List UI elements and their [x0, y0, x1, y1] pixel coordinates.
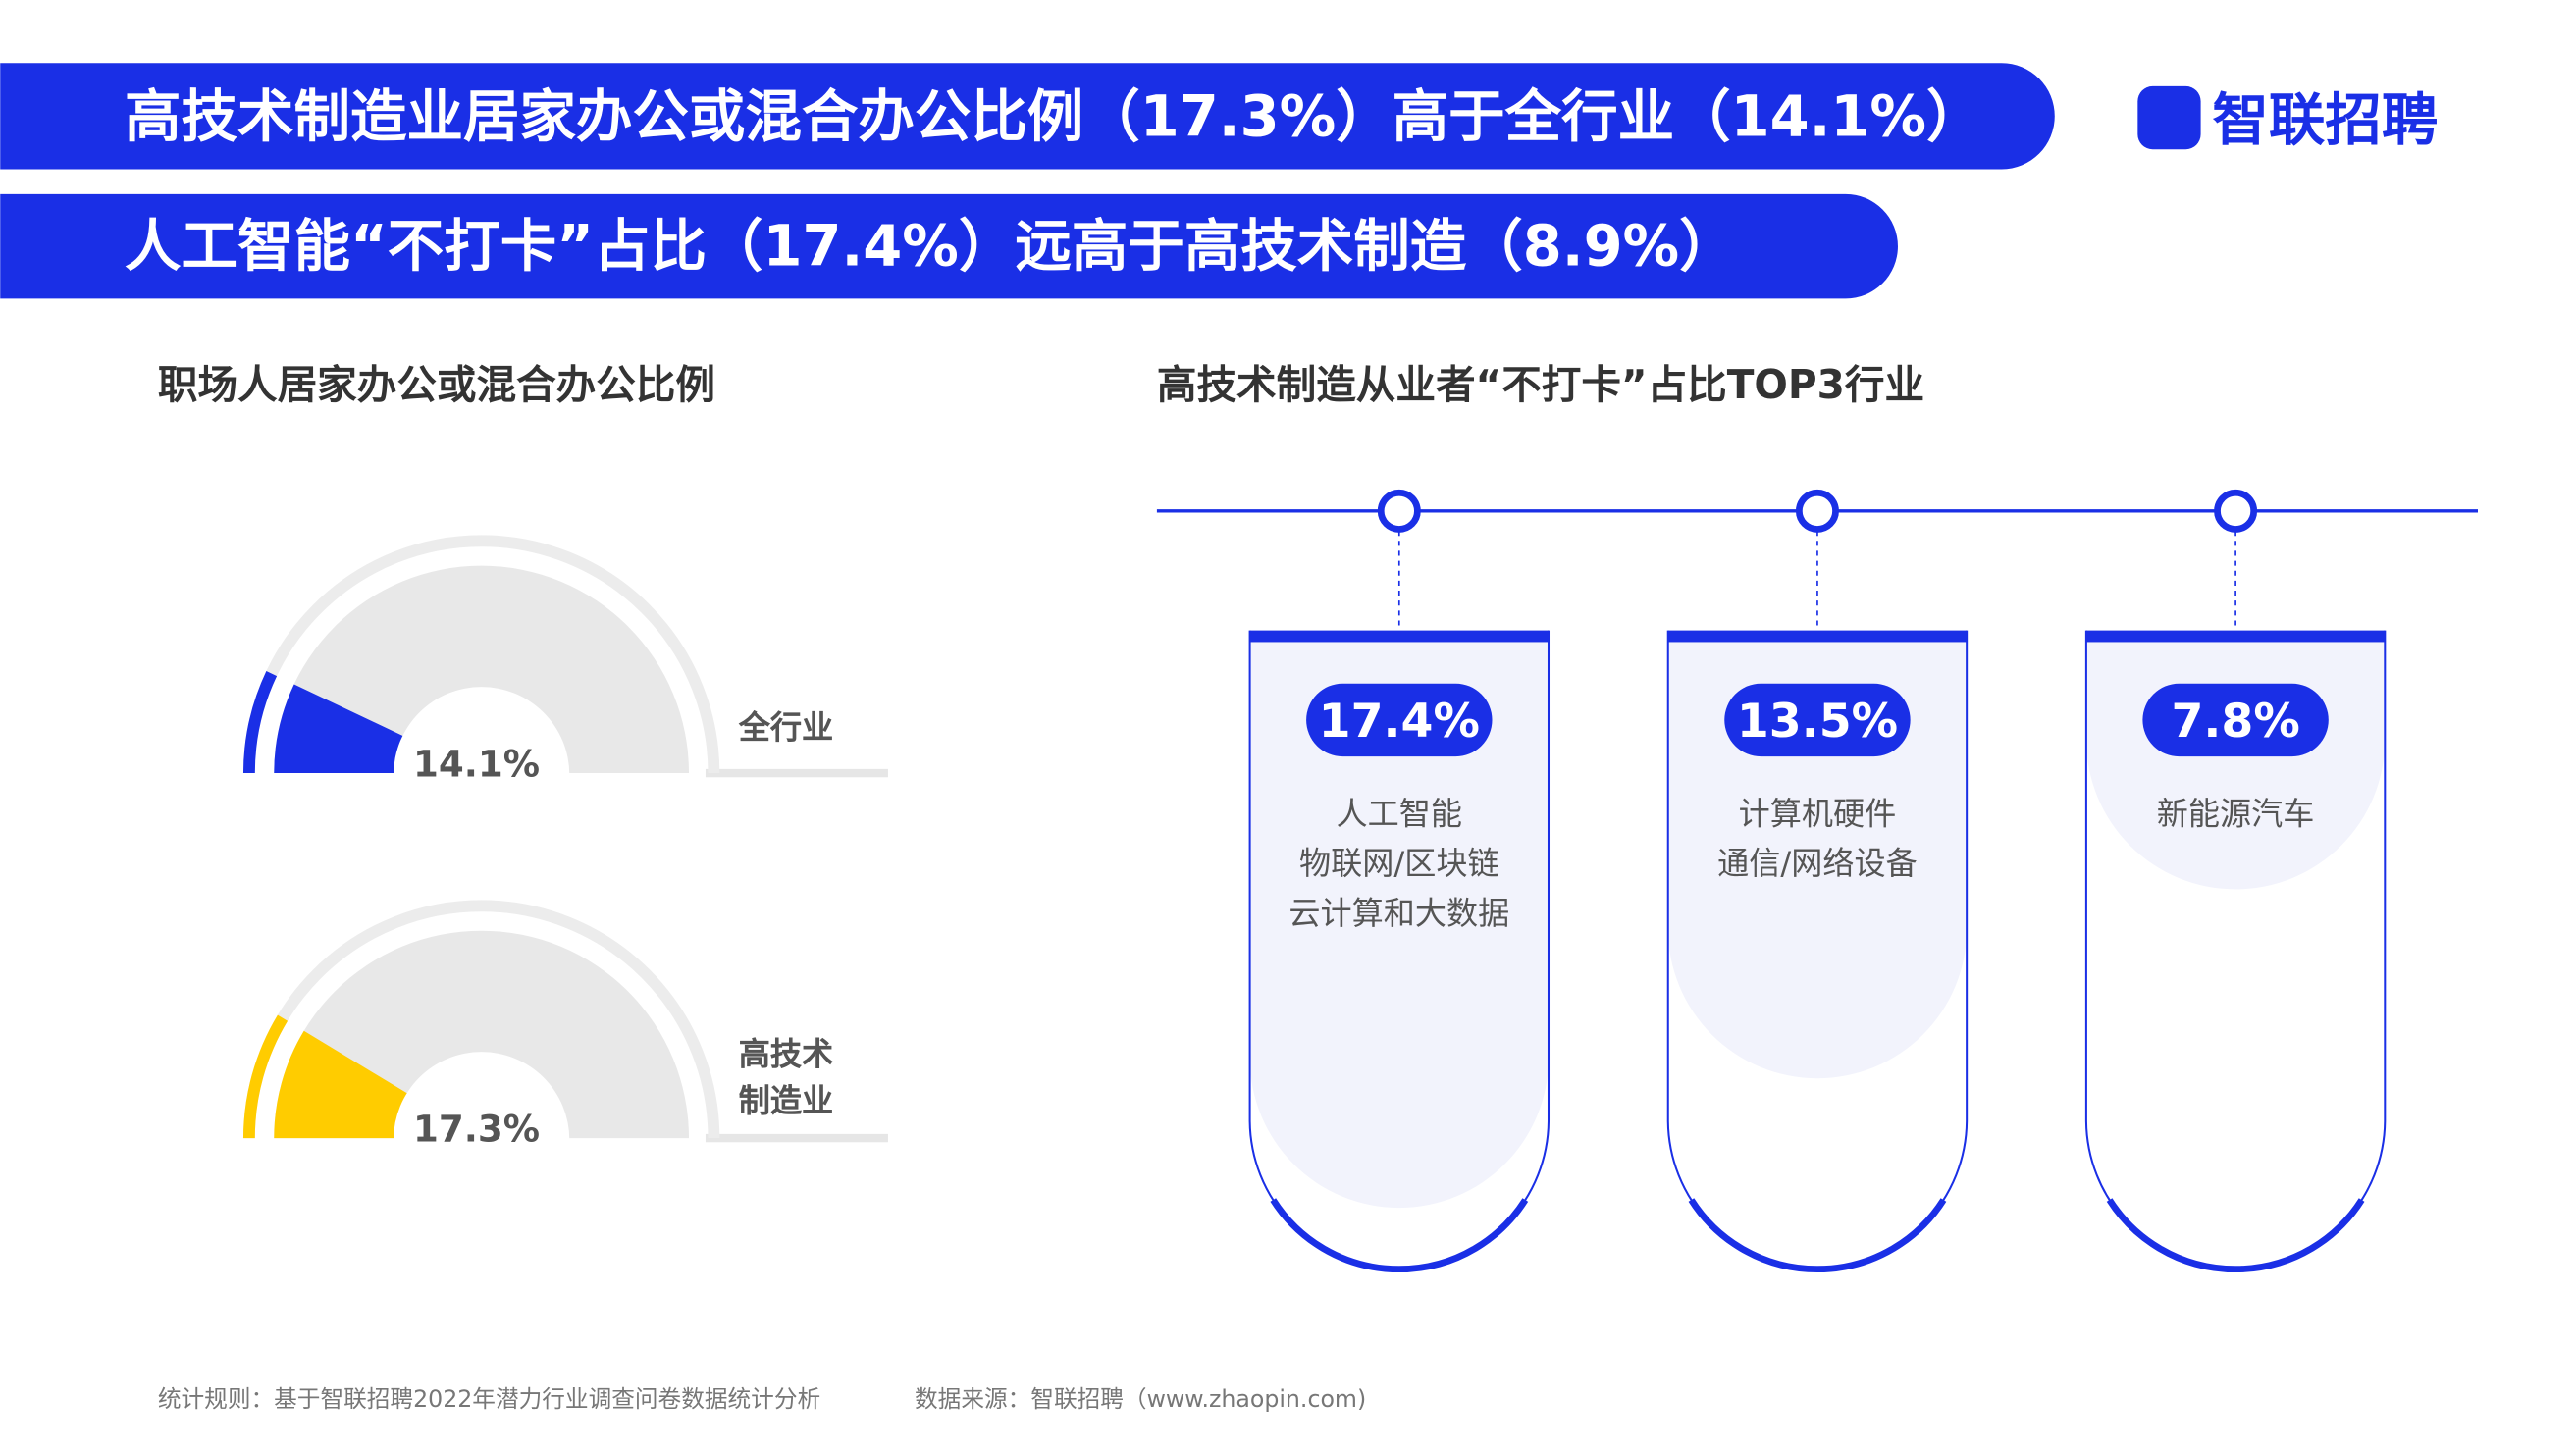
timeline-node — [1795, 489, 1839, 533]
industry-label: 通信/网络设备 — [1717, 845, 1918, 882]
industry-label: 物联网/区块链 — [1299, 845, 1499, 882]
industry-label: 计算机硬件 — [1739, 795, 1897, 832]
pill — [1306, 683, 1493, 757]
gauge-bg — [274, 565, 690, 774]
headline-bar — [0, 193, 1898, 299]
headline: 高技术制造业居家办公或混合办公比例（17.3%）高于全行业（14.1%） — [125, 84, 1982, 150]
industry-label: 新能源汽车 — [2157, 795, 2315, 832]
gauge-hole — [394, 1052, 570, 1140]
section-title: 高技术制造从业者“不打卡”占比TOP3行业 — [1157, 361, 1924, 408]
pill-label: 13.5% — [1737, 695, 1898, 749]
gauge-label: 高技术制造业 — [738, 1036, 834, 1120]
pill — [1724, 683, 1911, 757]
gauge-ring-value — [242, 1014, 289, 1139]
logo-icon — [2137, 85, 2201, 150]
gauge-value-label: 14.1% — [413, 742, 540, 785]
logo: 智联招聘 — [2212, 87, 2438, 153]
section-title: 职场人居家办公或混合办公比例 — [158, 361, 715, 408]
card-fill — [2085, 630, 2386, 890]
gauge-label-box: 高技术制造业 — [738, 1036, 834, 1120]
gauge-ring-value — [242, 671, 278, 774]
gauge-value-label: 17.3% — [413, 1107, 540, 1150]
industry-label: 云计算和大数据 — [1288, 895, 1509, 932]
card-top — [2085, 630, 2386, 643]
gauge-label: 全行业 — [738, 709, 834, 747]
pill — [2142, 683, 2329, 757]
card-arc — [1688, 1198, 1947, 1273]
pill-label: 7.8% — [2171, 695, 2299, 749]
pill-label: 17.4% — [1319, 695, 1480, 749]
timeline-node — [1377, 489, 1421, 533]
industry-label: 人工智能 — [1337, 795, 1463, 832]
card-arc — [2106, 1198, 2365, 1273]
footnote: 统计规则：基于智联招聘2022年潜力行业调查问卷数据统计分析 — [158, 1385, 820, 1413]
card-top — [1249, 630, 1549, 643]
gauge-hole — [394, 687, 570, 775]
gauge-ring — [242, 535, 720, 774]
timeline-node — [2214, 489, 2258, 533]
card-fill — [1249, 630, 1549, 1209]
card-top — [1667, 630, 1968, 643]
card-arc — [1270, 1198, 1529, 1273]
gauge-label-box: 全行业 — [738, 709, 834, 747]
headline: 人工智能“不打卡”占比（17.4%）远高于高技术制造（8.9%） — [125, 214, 1736, 280]
footnote: 数据来源：智联招聘（www.zhaopin.com) — [915, 1385, 1366, 1413]
headline-bar — [0, 63, 2055, 170]
